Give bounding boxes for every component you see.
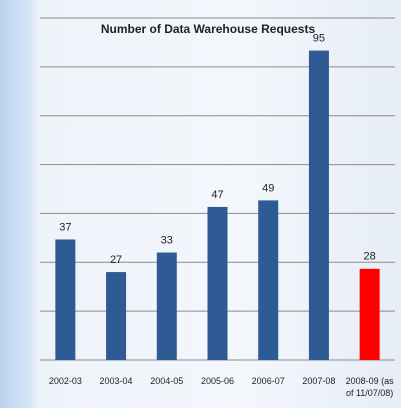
data-label: 49 bbox=[262, 182, 274, 194]
bar bbox=[55, 239, 75, 360]
x-tick-label: 2004-05 bbox=[141, 375, 192, 387]
data-label: 47 bbox=[211, 189, 223, 201]
data-label: 95 bbox=[313, 32, 325, 44]
data-label: 33 bbox=[161, 234, 173, 246]
x-tick-label: 2008-09 (as of 11/07/08) bbox=[344, 375, 395, 399]
x-tick-label: 2006-07 bbox=[243, 375, 294, 387]
data-label: 27 bbox=[110, 254, 122, 266]
chart: Number of Data Warehouse Requests 37 27 33… bbox=[0, 0, 401, 408]
page: Number of Data Warehouse Requests 37 27 33… bbox=[0, 0, 401, 408]
chart-title: Number of Data Warehouse Requests bbox=[101, 22, 316, 36]
x-tick-label: 2003-04 bbox=[91, 375, 142, 387]
data-label: 37 bbox=[59, 221, 71, 233]
bar bbox=[309, 51, 329, 360]
data-label: 28 bbox=[364, 251, 376, 263]
bar bbox=[360, 269, 380, 360]
bar bbox=[157, 253, 177, 360]
bar bbox=[258, 200, 278, 360]
x-tick-label: 2005-06 bbox=[192, 375, 243, 387]
bar bbox=[208, 207, 228, 360]
x-tick-label: 2002-03 bbox=[40, 375, 91, 387]
x-tick-label: 2007-08 bbox=[294, 375, 345, 387]
bar bbox=[106, 272, 126, 360]
